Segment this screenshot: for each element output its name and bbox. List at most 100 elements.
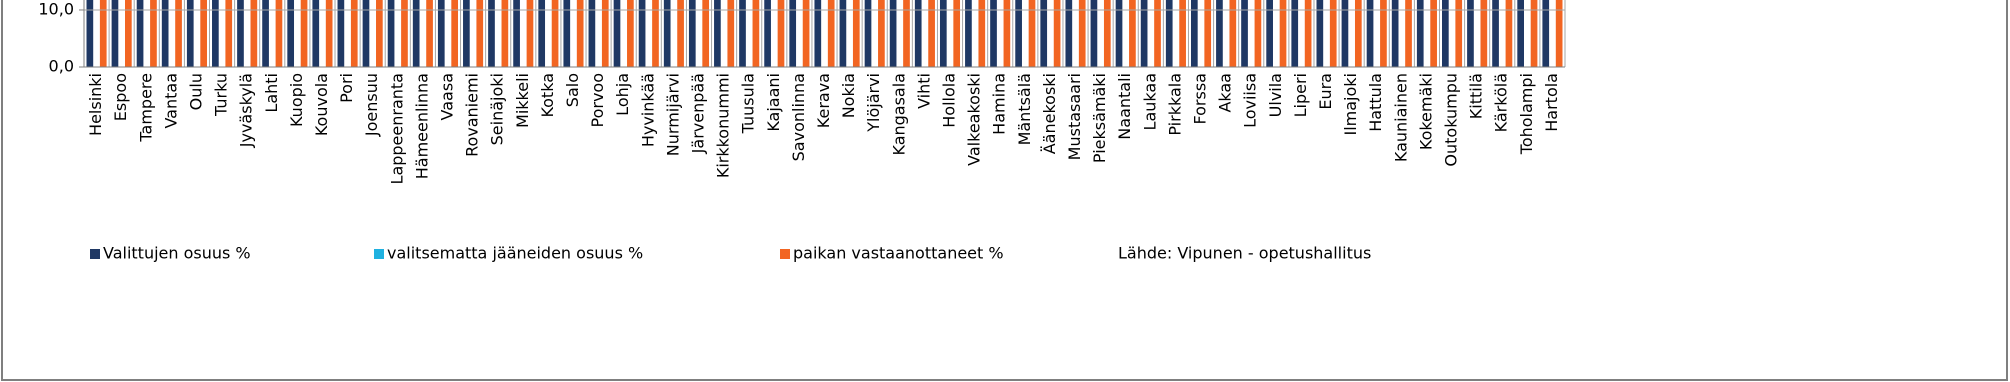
x-tick-label: Äänekoski <box>1040 73 1059 154</box>
x-tick-label: Ulvila <box>1266 73 1285 117</box>
bar <box>1354 0 1362 67</box>
bar <box>1254 0 1262 67</box>
bar <box>426 0 433 68</box>
x-tick-label: Mäntsälä <box>1015 73 1034 145</box>
bar <box>1078 0 1086 67</box>
x-tick-label: Espoo <box>111 73 130 121</box>
x-tick-label: Forssa <box>1191 73 1210 124</box>
x-tick-label: Turku <box>212 73 231 117</box>
bar <box>1316 0 1324 68</box>
bar <box>613 0 621 68</box>
bar <box>161 0 169 67</box>
bar <box>965 0 972 68</box>
bar <box>1480 0 1488 67</box>
x-tick-label: Laukaa <box>1140 73 1159 130</box>
bar <box>663 0 671 67</box>
x-tick-label: Rovaniemi <box>463 73 482 157</box>
bar <box>250 0 258 68</box>
x-tick-label: Eura <box>1316 73 1335 110</box>
bar <box>312 0 320 68</box>
legend-label: valitsematta jääneiden osuus % <box>387 244 643 263</box>
bar <box>1241 0 1248 67</box>
source-note: Lähde: Vipunen - opetushallitus <box>1118 244 1371 263</box>
bar <box>1065 0 1073 68</box>
bar <box>827 0 835 67</box>
bar <box>1190 0 1198 68</box>
bar <box>1542 0 1550 67</box>
bar <box>1341 0 1349 67</box>
bar <box>1416 0 1424 67</box>
bar <box>739 0 746 67</box>
bar <box>677 0 684 67</box>
bar <box>1380 0 1387 68</box>
bar <box>1204 0 1212 67</box>
bar <box>752 0 760 68</box>
bar <box>727 0 735 67</box>
bar <box>186 0 194 67</box>
bar <box>1040 0 1048 67</box>
x-tick-label: Mikkeli <box>513 73 532 128</box>
bar <box>928 0 935 67</box>
x-tick-label: Vihti <box>914 73 933 109</box>
x-tick-label: Valkeakoski <box>965 73 984 166</box>
bar <box>777 0 785 67</box>
bar <box>1216 0 1223 67</box>
bar <box>990 0 997 67</box>
bar <box>1430 0 1437 67</box>
x-tick-label: Tuusula <box>739 73 758 134</box>
bar <box>638 0 646 67</box>
x-tick-label: Seinäjoki <box>488 73 507 145</box>
bar <box>86 0 94 68</box>
bar <box>1555 0 1563 67</box>
bar <box>914 0 922 67</box>
x-tick-label: Hyvinkää <box>638 73 657 147</box>
x-tick-label: Nokia <box>839 73 858 118</box>
bar <box>99 0 107 67</box>
bar <box>200 0 207 67</box>
x-tick-label: Helsinki <box>86 73 105 136</box>
bar <box>1179 0 1186 67</box>
x-tick-label: Kouvola <box>312 73 331 136</box>
bar <box>150 0 157 68</box>
x-tick-label: Savonlinna <box>789 73 808 161</box>
bar <box>978 0 986 67</box>
bar <box>1405 0 1412 67</box>
bar <box>1103 0 1111 67</box>
x-tick-label: Liperi <box>1291 73 1310 117</box>
x-tick-label: Naantali <box>1115 73 1134 140</box>
bar <box>551 0 559 67</box>
bar <box>401 0 408 67</box>
bar <box>1115 0 1123 67</box>
bar <box>136 0 144 67</box>
bar <box>300 0 308 67</box>
bar <box>1266 0 1273 67</box>
bar <box>175 0 182 68</box>
bar <box>262 0 269 67</box>
bar <box>1467 0 1474 67</box>
x-tick-label: Oulu <box>186 73 205 110</box>
bar <box>1140 0 1148 67</box>
bar <box>451 0 459 67</box>
x-tick-label: Järvenpää <box>688 73 707 154</box>
bar <box>563 0 571 67</box>
bar <box>538 0 546 68</box>
x-tick-label: Kirkkonummi <box>714 73 733 178</box>
bar <box>325 0 333 67</box>
bar <box>476 0 484 67</box>
bar <box>601 0 609 68</box>
bar <box>789 0 797 67</box>
bar <box>463 0 470 68</box>
bar <box>1003 0 1011 67</box>
bar <box>387 0 395 67</box>
x-tick-label: Pori <box>337 73 356 103</box>
legend-marker <box>374 249 384 259</box>
bar <box>362 0 370 68</box>
x-tick-label: Kuopio <box>287 73 306 127</box>
x-tick-label: Lohja <box>613 73 632 116</box>
legend-marker <box>90 249 100 259</box>
bar <box>652 0 659 67</box>
bar <box>1229 0 1237 67</box>
x-tick-label: Tampere <box>136 73 155 143</box>
x-tick-label: Porvoo <box>588 73 607 128</box>
bar <box>376 0 383 67</box>
